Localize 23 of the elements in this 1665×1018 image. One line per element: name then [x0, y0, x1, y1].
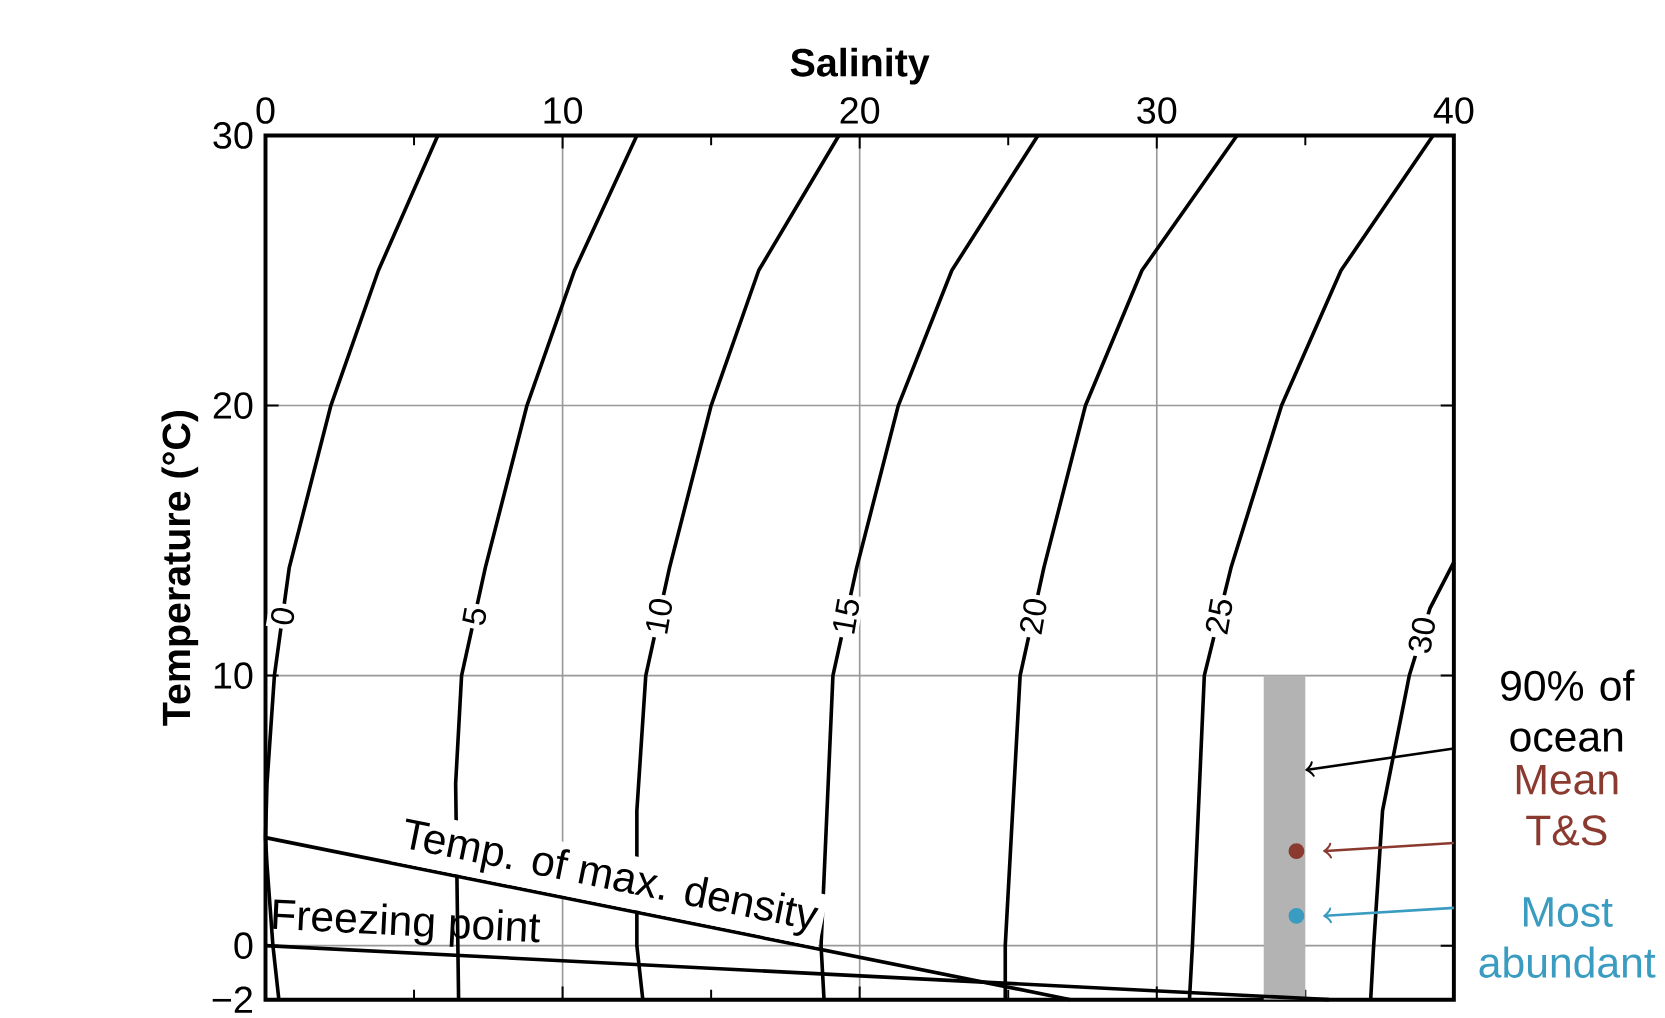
y-tick-label: 20	[213, 392, 253, 419]
y-axis-title: Temperature (°C)	[161, 410, 199, 726]
series-label: Freezing point	[273, 899, 541, 947]
x-tick-label: 30	[1137, 96, 1177, 124]
y-tick-label: 10	[214, 662, 253, 689]
y-tick-label: 0	[234, 932, 253, 959]
text: 15	[833, 598, 860, 634]
text: Mean T&S	[1516, 764, 1618, 846]
text: 0	[271, 607, 295, 625]
x-tick-label: 0	[256, 96, 275, 124]
annotation: 90% of ocean	[1501, 669, 1635, 752]
y-tick-label: −2	[212, 986, 252, 1013]
text: 25	[1205, 598, 1233, 635]
x-tick-label: 40	[1433, 96, 1474, 124]
legend-label: Most abundant	[1479, 897, 1656, 978]
x-tick-label: 20	[840, 96, 880, 124]
x-tick-label: 10	[544, 96, 583, 124]
text: 20	[1020, 598, 1047, 635]
text: 30	[1408, 617, 1435, 653]
text: 5	[462, 607, 487, 625]
y-tick-label: 30	[213, 121, 253, 149]
x-axis-title: Salinity	[790, 47, 930, 85]
text: 10	[646, 598, 673, 634]
